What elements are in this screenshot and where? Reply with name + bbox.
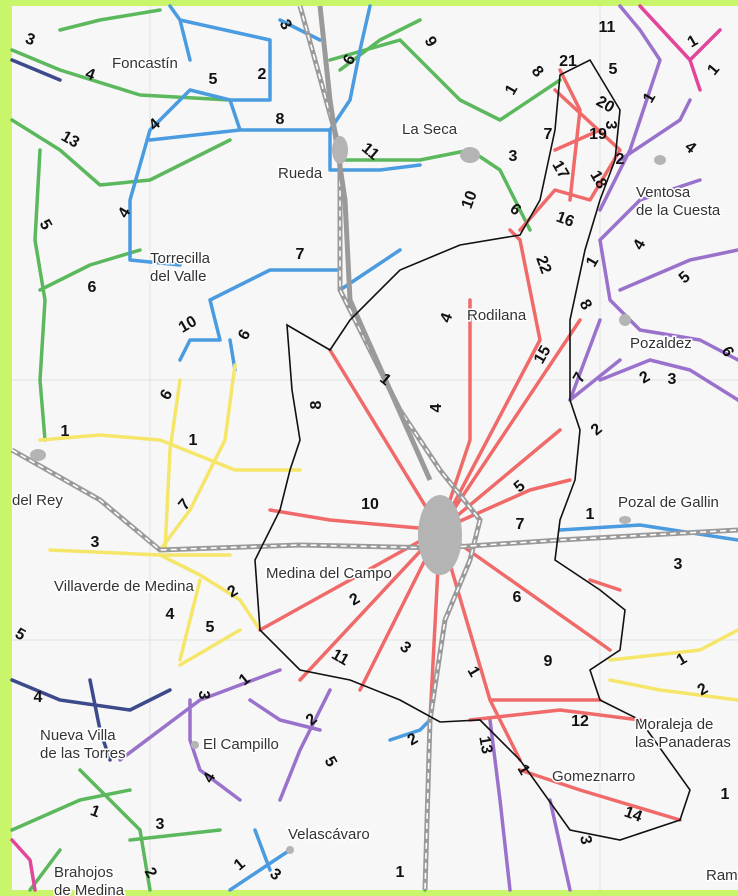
- place-name: de las Torres: [40, 745, 126, 762]
- place-name: Pozaldez: [630, 335, 692, 352]
- place-name: Ventosa: [636, 184, 691, 201]
- place-name: Gomeznarro: [552, 768, 635, 785]
- route-number: 9: [544, 653, 553, 670]
- place-name: Foncastín: [112, 55, 178, 72]
- route-number: 1: [586, 506, 595, 523]
- route-number: 10: [361, 496, 379, 513]
- route-number: 6: [88, 279, 97, 296]
- route-number: 13: [475, 735, 495, 756]
- place-name: Pozal de Gallin: [618, 494, 719, 511]
- route-number: 11: [599, 19, 616, 36]
- place-name: del Rey: [12, 492, 63, 509]
- place-name: las Panaderas: [635, 734, 731, 751]
- place-name: El Campillo: [203, 736, 279, 753]
- route-number: 5: [209, 71, 218, 88]
- route-number: 3: [602, 121, 619, 130]
- route-number: 4: [166, 606, 175, 623]
- place-name: Medina del Campo: [266, 565, 392, 582]
- place-name: de la Cuesta: [636, 202, 721, 219]
- place-name: Nueva Villa: [40, 727, 116, 744]
- route-number: 4: [428, 403, 445, 412]
- route-number: 4: [34, 689, 43, 706]
- route-number: 8: [308, 400, 325, 409]
- route-number: 1: [396, 864, 405, 881]
- route-number: 1: [61, 423, 70, 440]
- place-name: Rueda: [278, 165, 323, 182]
- place-name: Moraleja de: [635, 716, 713, 733]
- place-name: de Medina: [54, 882, 125, 896]
- place-name: Velascávaro: [288, 826, 370, 843]
- route-number: 3: [674, 556, 683, 573]
- route-number: 3: [91, 534, 100, 551]
- route-number: 1: [189, 432, 198, 449]
- route-number: 7: [544, 126, 553, 143]
- place-name: Torrecilla: [150, 250, 211, 267]
- route-number: 1: [721, 786, 730, 803]
- place-name: La Seca: [402, 121, 458, 138]
- route-number: 3: [509, 148, 518, 165]
- route-number: 21: [559, 53, 577, 70]
- route-number: 7: [516, 516, 525, 533]
- route-number: 2: [258, 66, 267, 83]
- route-number: 5: [609, 61, 618, 78]
- route-number: 7: [296, 246, 305, 263]
- route-number: 3: [668, 371, 677, 388]
- place-name: del Valle: [150, 268, 206, 285]
- route-number: 3: [156, 816, 165, 833]
- route-number: 2: [616, 151, 625, 168]
- route-number: 12: [571, 713, 589, 730]
- route-number: 6: [513, 589, 522, 606]
- place-name: Villaverde de Medina: [54, 578, 194, 595]
- route-number: 3: [195, 691, 212, 700]
- place-name: Brahojos: [54, 864, 113, 881]
- place-name: Ramir: [706, 867, 738, 884]
- route-number: 5: [206, 619, 215, 636]
- route-number: 8: [276, 111, 285, 128]
- place-name: Rodilana: [467, 307, 527, 324]
- map: Foncastín La Seca Rueda Ventosade la Cuesta…: [0, 0, 738, 896]
